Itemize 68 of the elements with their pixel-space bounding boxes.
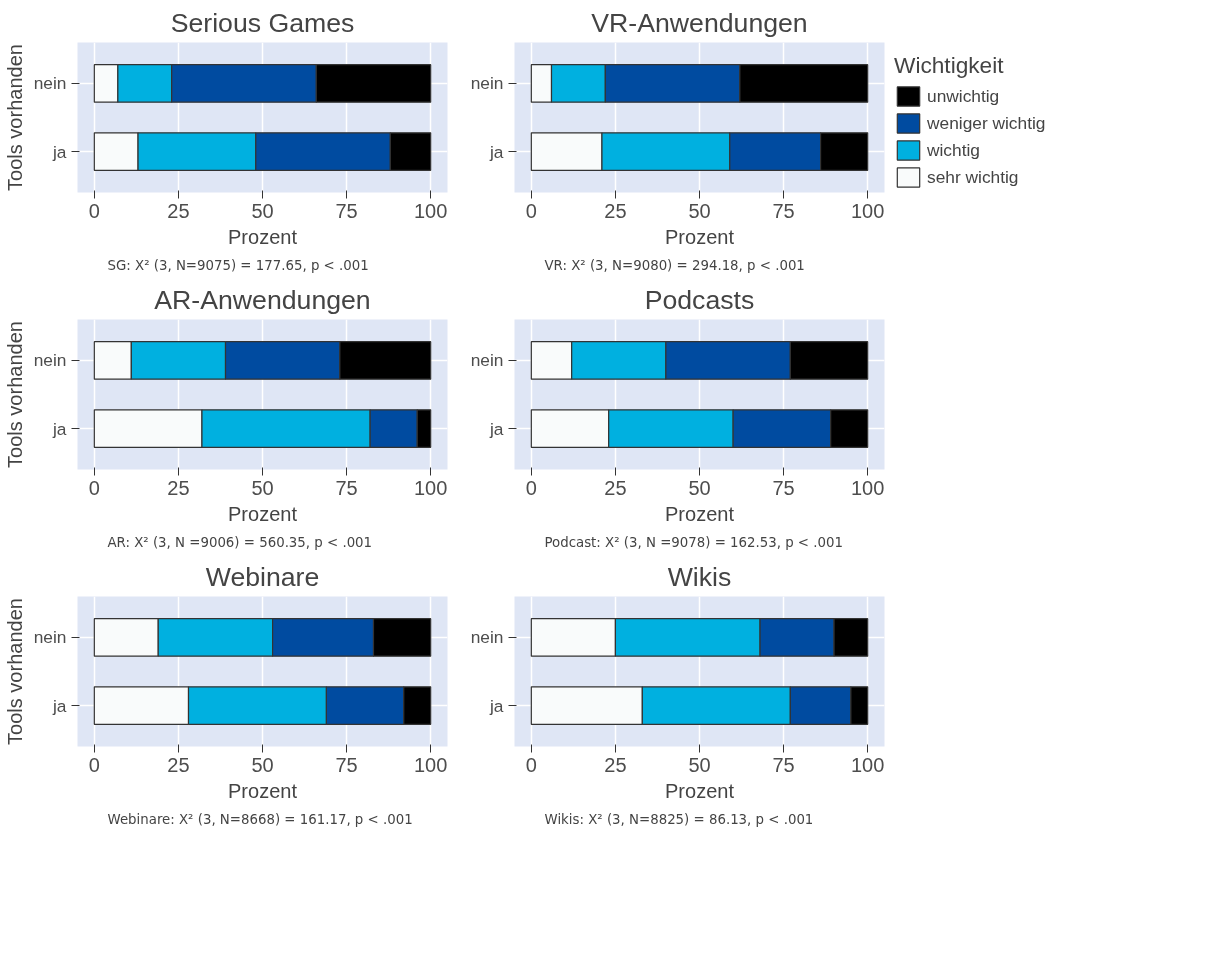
chart-title: Webinare xyxy=(205,561,320,592)
text: Wikis: X² (3, N=8825) = 86.13, p < .001 xyxy=(544,811,814,827)
y-tick-label: ja xyxy=(489,695,504,716)
x-tick-label: 50 xyxy=(688,199,711,222)
x-tick-label: 0 xyxy=(525,753,537,776)
text: Podcast: X² (3, N =9078) = 162.53, p < .001 xyxy=(544,534,843,550)
legend-label: sehr wichtig xyxy=(927,166,1019,188)
x-tick-label: 100 xyxy=(851,199,885,222)
y-axis-title: Tools vorhanden xyxy=(3,321,26,468)
x-axis-title: Prozent xyxy=(665,779,735,802)
y-tick-label: nein xyxy=(33,350,67,371)
text: SG: X² (3, N=9075) = 177.65, p < .001 xyxy=(107,257,369,273)
x-axis-title: Prozent xyxy=(228,225,298,248)
chart-title: Wikis xyxy=(667,561,732,592)
x-tick-label: 50 xyxy=(251,199,274,222)
chart-title: AR-Anwendungen xyxy=(154,284,371,315)
chart-title: VR-Anwendungen xyxy=(591,7,808,38)
y-tick-label: nein xyxy=(470,73,504,94)
x-tick-label: 75 xyxy=(772,476,795,499)
legend-label: weniger wichtig xyxy=(927,112,1046,134)
x-tick-label: 25 xyxy=(167,199,190,222)
x-tick-label: 100 xyxy=(414,476,448,499)
x-tick-label: 75 xyxy=(772,753,795,776)
y-axis-title: Tools vorhanden xyxy=(3,44,26,191)
x-tick-label: 25 xyxy=(167,476,190,499)
x-tick-label: 75 xyxy=(772,199,795,222)
legend-label: wichtig xyxy=(927,139,980,161)
x-tick-label: 0 xyxy=(88,753,100,776)
x-tick-label: 0 xyxy=(525,199,537,222)
x-tick-label: 75 xyxy=(335,199,358,222)
x-tick-label: 50 xyxy=(688,753,711,776)
x-tick-label: 25 xyxy=(604,199,627,222)
x-tick-label: 0 xyxy=(88,199,100,222)
x-axis-title: Prozent xyxy=(665,225,735,248)
x-tick-label: 50 xyxy=(688,476,711,499)
x-axis-title: Prozent xyxy=(228,502,298,525)
x-tick-label: 75 xyxy=(335,476,358,499)
y-tick-label: ja xyxy=(52,141,67,162)
x-tick-label: 25 xyxy=(604,753,627,776)
x-tick-label: 100 xyxy=(851,476,885,499)
x-tick-label: 25 xyxy=(604,476,627,499)
y-axis-title: Tools vorhanden xyxy=(3,598,26,745)
x-tick-label: 50 xyxy=(251,753,274,776)
y-tick-label: nein xyxy=(33,627,67,648)
legend-label: unwichtig xyxy=(927,85,1000,107)
text: AR: X² (3, N =9006) = 560.35, p < .001 xyxy=(107,534,373,550)
y-tick-label: ja xyxy=(52,418,67,439)
x-tick-label: 0 xyxy=(88,476,100,499)
x-tick-label: 0 xyxy=(525,476,537,499)
y-tick-label: nein xyxy=(470,350,504,371)
x-tick-label: 75 xyxy=(335,753,358,776)
x-axis-title: Prozent xyxy=(228,779,298,802)
text: VR: X² (3, N=9080) = 294.18, p < .001 xyxy=(544,257,805,273)
y-tick-label: ja xyxy=(489,418,504,439)
y-tick-label: nein xyxy=(470,627,504,648)
y-tick-label: ja xyxy=(489,141,504,162)
y-tick-label: nein xyxy=(33,73,67,94)
x-tick-label: 25 xyxy=(167,753,190,776)
legend-title: Wichtigkeit xyxy=(894,52,1005,79)
x-tick-label: 100 xyxy=(851,753,885,776)
chart-title: Serious Games xyxy=(170,7,355,38)
chart-title: Podcasts xyxy=(644,284,755,315)
y-tick-label: ja xyxy=(52,695,67,716)
x-tick-label: 100 xyxy=(414,753,448,776)
x-tick-label: 100 xyxy=(414,199,448,222)
x-axis-title: Prozent xyxy=(665,502,735,525)
text: Webinare: X² (3, N=8668) = 161.17, p < .001 xyxy=(107,811,413,827)
x-tick-label: 50 xyxy=(251,476,274,499)
